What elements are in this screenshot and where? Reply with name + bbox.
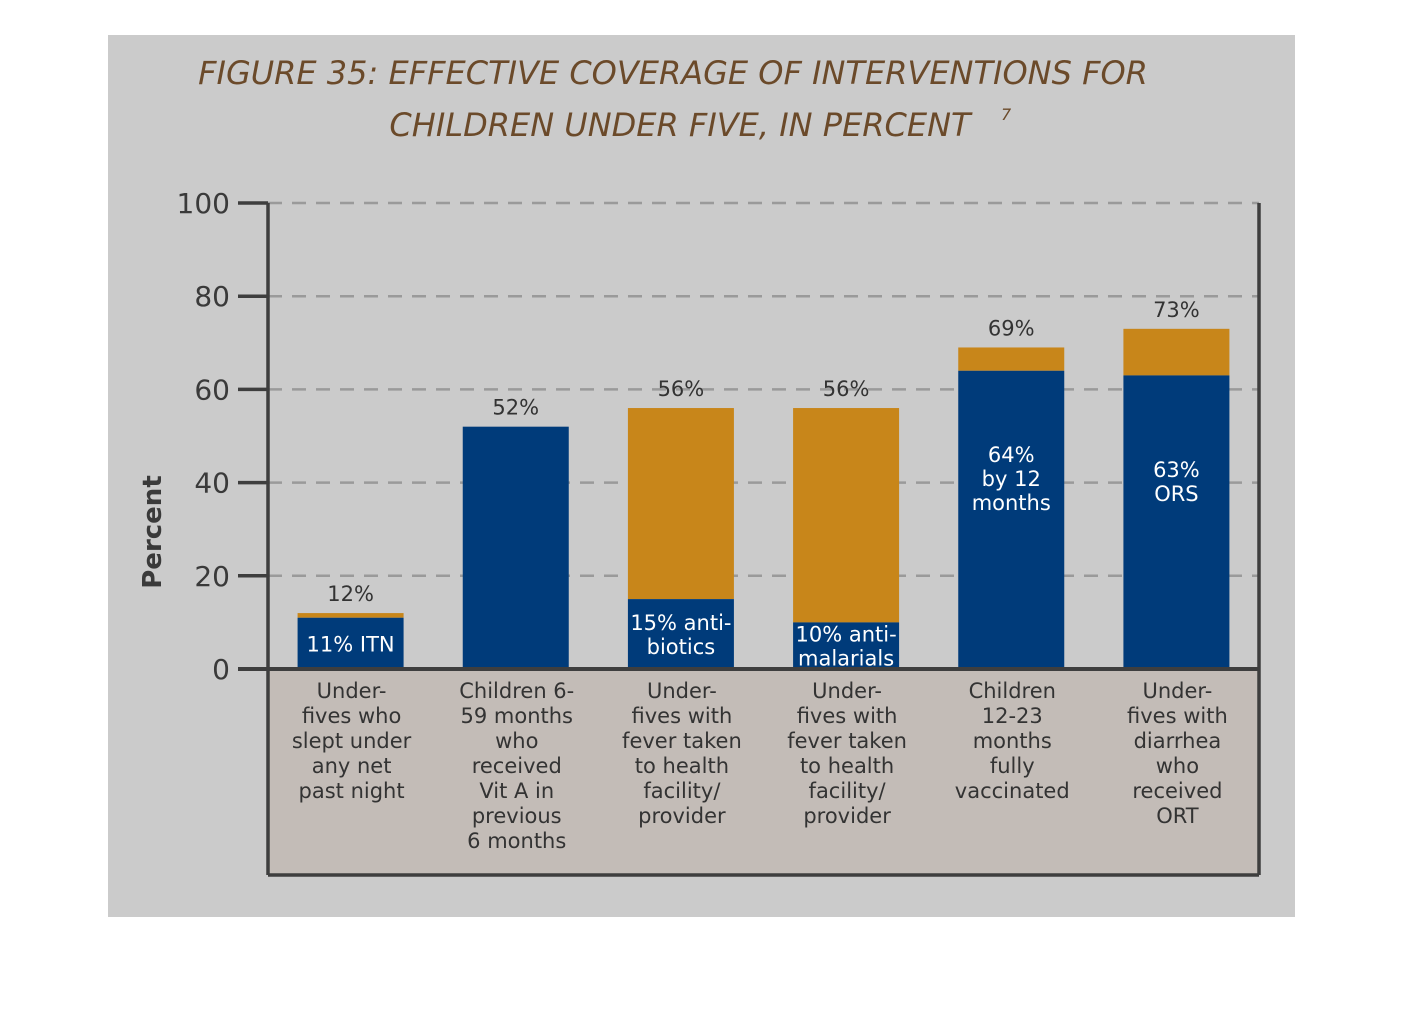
bar-effective-0 — [297, 617, 404, 669]
y-tick-label: 40 — [194, 467, 230, 500]
total-value-label: 52% — [492, 396, 539, 420]
total-value-label: 12% — [327, 582, 374, 606]
total-value-label: 73% — [1153, 298, 1200, 322]
y-axis-label: Percent — [138, 475, 168, 589]
segment-value-label: 10% anti-malarials — [795, 623, 896, 671]
y-tick-label: 0 — [212, 653, 230, 686]
bar-effective-5 — [1123, 375, 1230, 669]
chart-title-line-2: CHILDREN UNDER FIVE, IN PERCENT — [389, 106, 973, 144]
total-value-label: 69% — [988, 316, 1035, 340]
bar-effective-1 — [462, 426, 569, 669]
axes — [238, 201, 1261, 877]
bar-coverage-5 — [1123, 328, 1230, 376]
category-label: Under-fives who slept under any net past ni… — [292, 679, 412, 803]
total-value-label: 56% — [823, 377, 870, 401]
y-tick-label: 20 — [194, 560, 230, 593]
segment-value-label: 63% ORS — [1153, 458, 1200, 506]
bar-coverage-3 — [793, 408, 900, 623]
category-label: Under-fives with fever taken to health faci… — [787, 679, 907, 828]
chart-title-line-1: FIGURE 35: EFFECTIVE COVERAGE OF INTERVE… — [198, 54, 1148, 92]
category-label: Children 6-59 months who received Vit A in p… — [459, 679, 574, 853]
category-label-band — [268, 669, 1259, 874]
category-label: Under-fives with fever taken to health faci… — [622, 679, 742, 828]
bar-effective-4 — [958, 370, 1065, 669]
title-footnote-marker: 7 — [1001, 105, 1012, 124]
bar-coverage-2 — [627, 408, 734, 600]
labels: 0 20 40 60 80 100 12% 11% ITN Under-fives who sle… — [177, 187, 1228, 853]
bars — [297, 328, 1230, 669]
total-value-label: 56% — [658, 377, 705, 401]
segment-value-label: 64% by 12 months — [972, 443, 1051, 515]
bar-effective-2 — [627, 599, 734, 669]
y-tick-label: 100 — [177, 187, 230, 220]
y-tick-label: 80 — [194, 280, 230, 313]
gridlines — [268, 201, 1259, 578]
segment-value-label: 11% ITN — [307, 632, 395, 656]
category-label: Under-fives with diarrhea who received ORT — [1127, 679, 1228, 828]
bar-coverage-4 — [958, 347, 1065, 371]
y-tick-label: 60 — [194, 373, 230, 406]
segment-value-label: 15% anti-biotics — [630, 611, 731, 659]
bar-effective-3 — [793, 622, 900, 669]
category-label: Children 12-23 months fully vaccinated — [955, 679, 1070, 803]
bar-coverage-0 — [297, 613, 404, 618]
